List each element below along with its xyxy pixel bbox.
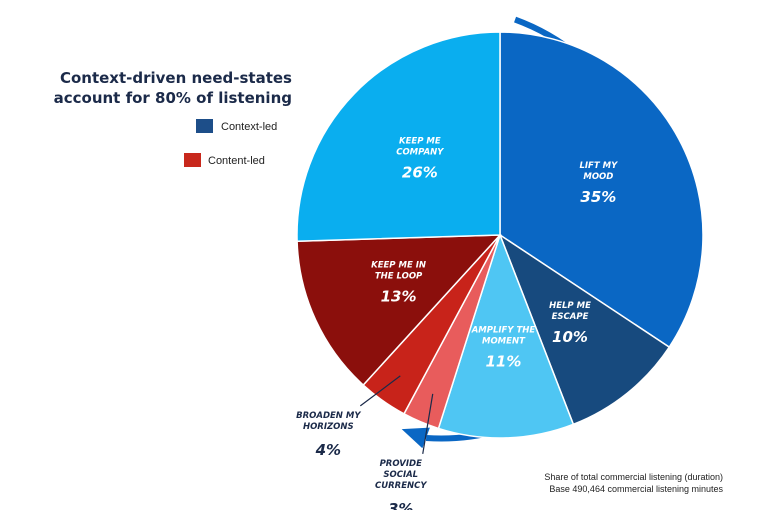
footnote: Share of total commercial listening (dur…: [544, 472, 723, 494]
slice-help-me-escape: [498, 233, 671, 426]
slice-label-keep-me-in-the-loop-0: KEEP ME IN: [371, 261, 426, 271]
slice-label-amplify-the-moment-0: AMPLIFY THE: [471, 326, 536, 336]
legend: Context-led Content-led: [184, 119, 277, 167]
slice-value-amplify-the-moment: 11%: [485, 353, 521, 371]
legend-swatch-content-led: [184, 153, 201, 167]
slice-label-keep-me-in-the-loop-1: THE LOOP: [375, 272, 423, 282]
slice-keep-me-in-the-loop: [296, 234, 502, 387]
slice-value-keep-me-company: 26%: [402, 163, 438, 181]
slice-amplify-the-moment: [437, 232, 575, 439]
slice-value-keep-me-in-the-loop: 13%: [381, 288, 417, 306]
slice-label-keep-me-company-1: COMPANY: [396, 147, 444, 157]
slice-label-lift-my-mood-0: LIFT MY: [579, 161, 618, 171]
legend-swatch-context-led: [196, 119, 213, 133]
ext-label-broaden-my-horizons-0: BROADEN MY: [296, 411, 361, 421]
ext-value-provide-social-currency: 3%: [388, 500, 413, 510]
footnote-line-2: Base 490,464 commercial listening minute…: [549, 484, 723, 494]
leader-line-provide-social-currency: [422, 393, 434, 455]
slice-keep-me-company: [296, 31, 501, 243]
chart-title: Context-driven need-states account for 8…: [54, 69, 292, 107]
footnote-line-1: Share of total commercial listening (dur…: [544, 472, 723, 482]
legend-label-context-led: Context-led: [221, 121, 277, 133]
slice-label-help-me-escape-1: ESCAPE: [552, 312, 589, 322]
slice-label-lift-my-mood-1: MOOD: [583, 172, 613, 182]
ext-label-broaden-my-horizons-1: HORIZONS: [303, 422, 354, 432]
ext-value-broaden-my-horizons: 4%: [315, 441, 341, 459]
title-line-2: account for 80% of listening: [54, 89, 292, 107]
leader-line-broaden-my-horizons: [359, 375, 401, 407]
pie-slices: [296, 31, 704, 439]
slice-label-keep-me-company-0: KEEP ME: [399, 136, 441, 146]
slice-label-help-me-escape-0: HELP ME: [549, 301, 591, 311]
legend-label-content-led: Content-led: [208, 155, 265, 167]
ext-label-provide-social-currency-2: CURRENCY: [375, 481, 427, 491]
title-line-1: Context-driven need-states: [60, 69, 292, 87]
ext-label-provide-social-currency-1: SOCIAL: [383, 470, 418, 480]
ring-arrowhead: [401, 427, 430, 449]
slice-value-lift-my-mood: 35%: [580, 188, 616, 206]
slice-label-amplify-the-moment-1: MOMENT: [482, 337, 526, 347]
slice-value-help-me-escape: 10%: [552, 328, 588, 346]
ext-label-provide-social-currency-0: PROVIDE: [380, 459, 422, 469]
